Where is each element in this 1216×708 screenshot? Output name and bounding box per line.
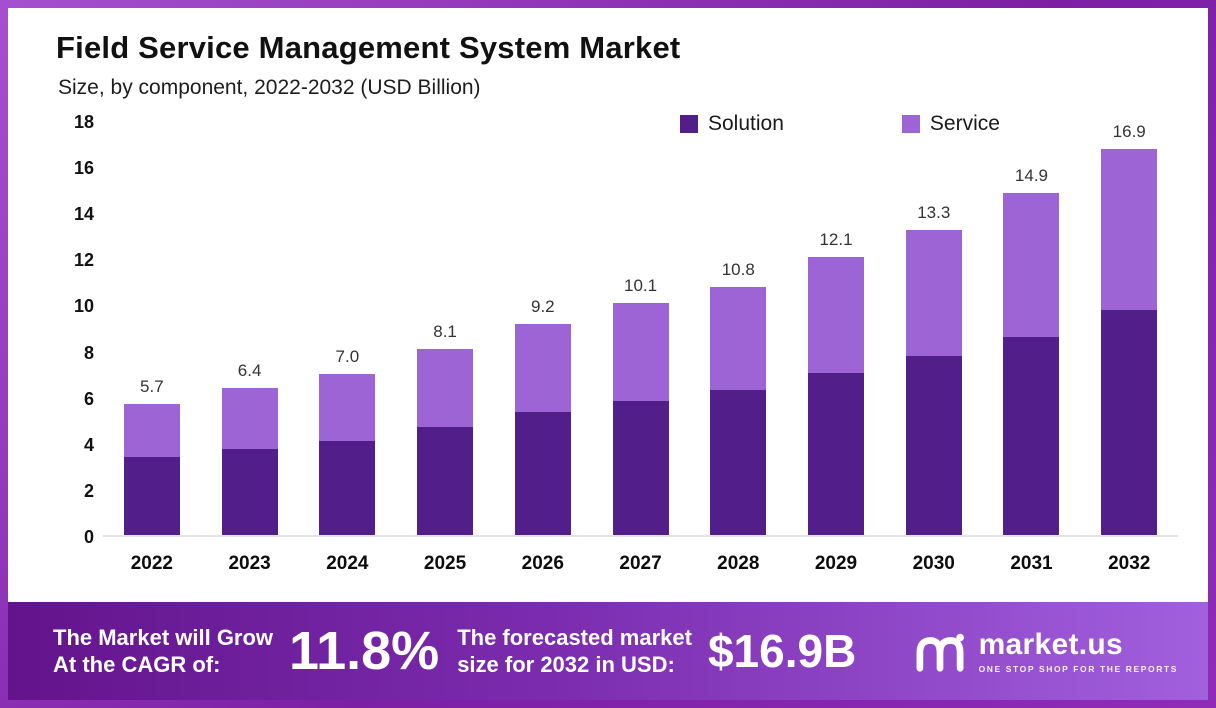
x-axis-label: 2031: [1010, 553, 1053, 574]
x-axis-label: 2032: [1108, 553, 1151, 574]
bar-segment-service: [612, 303, 669, 401]
logo-name: market.us: [978, 628, 1124, 661]
bar-segment-service: [1101, 149, 1158, 311]
bar-segment-solution: [514, 412, 571, 535]
page-subtitle: Size, by component, 2022-2032 (USD Billi…: [58, 76, 481, 99]
bar-total-label: 10.1: [623, 276, 658, 296]
bar-column: 10.8: [689, 122, 787, 535]
x-axis-label: 2022: [130, 553, 173, 574]
marketus-logo: market.us ONE STOP SHOP FOR THE REPORTS: [911, 628, 1178, 674]
bar-total-label: 13.3: [917, 202, 951, 222]
bar-column: 7.0: [298, 122, 396, 535]
bar-segment-service: [123, 404, 180, 457]
plot-area: 5.7 6.4 7.0 8.1 9.2 10.1 10.8 12.1 13.3 14.9 16.9: [103, 122, 1178, 537]
bar-segment-solution: [319, 440, 376, 535]
bar-column: 6.4: [201, 122, 299, 535]
page-title: Field Service Management System Market: [56, 30, 681, 65]
bar-column: 8.1: [396, 122, 494, 535]
x-axis-label: 2027: [619, 553, 662, 574]
legend-item-solution: Solution: [680, 112, 784, 136]
bar-column: 12.1: [787, 122, 885, 535]
legend-label-solution: Solution: [708, 112, 784, 135]
cagr-value: 11.8%: [289, 621, 440, 681]
y-axis-tick: 12: [73, 250, 94, 271]
x-axis-label: 2023: [228, 553, 271, 574]
y-axis-tick: 10: [73, 296, 94, 317]
bar-total-label: 10.8: [721, 260, 755, 280]
legend-swatch-service: [901, 115, 920, 133]
x-axis-label: 2029: [814, 553, 858, 574]
y-axis-tick: 8: [83, 342, 94, 363]
bar-total-label: 14.9: [1014, 166, 1049, 186]
y-axis-tick: 14: [73, 204, 94, 225]
bar-column: 5.7: [103, 122, 201, 535]
bar-segment-solution: [612, 400, 669, 535]
bars-row: 5.7 6.4 7.0 8.1 9.2 10.1 10.8 12.1 13.3 14.9 16.9: [103, 122, 1178, 535]
bar-segment-service: [514, 323, 571, 413]
y-axis-tick: 16: [73, 158, 94, 179]
bar-segment-solution: [417, 427, 474, 535]
bar-total-label: 9.2: [530, 296, 555, 316]
x-axis-label: 2026: [521, 553, 564, 574]
bar-total-label: 7.0: [335, 347, 360, 367]
bar-segment-service: [417, 349, 474, 428]
bar-total-label: 5.7: [140, 377, 164, 397]
bar-column: 10.1: [592, 122, 690, 535]
bar-total-label: 6.4: [237, 361, 262, 381]
bar-segment-service: [808, 257, 864, 374]
bottom-banner: The Market will Grow At the CAGR of: 11.…: [8, 602, 1208, 700]
y-axis-tick: 18: [73, 112, 94, 132]
y-axis-tick: 6: [83, 388, 94, 409]
cagr-label-line1: The Market will Grow: [53, 624, 274, 650]
chart-legend: Solution Service: [680, 112, 1000, 136]
bar-segment-service: [221, 388, 278, 449]
y-axis: 0 2 4 6 8 10 12 14 16 18: [46, 112, 94, 547]
forecast-value: $16.9B: [707, 625, 857, 677]
bar-segment-service: [905, 229, 962, 357]
y-axis-tick: 2: [83, 480, 94, 501]
cagr-label-line2: At the CAGR of:: [53, 652, 221, 677]
y-axis-tick: 0: [83, 527, 94, 547]
bar-segment-solution: [710, 390, 767, 535]
x-axis-label: 2024: [326, 553, 369, 574]
legend-swatch-solution: [680, 115, 698, 133]
y-axis-tick: 4: [83, 434, 94, 455]
forecast-label-line2: size for 2032 in USD:: [457, 652, 675, 677]
bar-segment-solution: [123, 457, 180, 535]
bar-column: 9.2: [494, 122, 592, 535]
x-axis-labels: 2022 2023 2024 2025 2026 2027 2028 2029 2030 2031…: [103, 553, 1178, 575]
cagr-label: The Market will Grow At the CAGR of:: [53, 624, 273, 679]
bar-total-label: 16.9: [1112, 122, 1146, 141]
bar-segment-solution: [221, 448, 278, 535]
bar-segment-solution: [1101, 310, 1158, 535]
x-axis-label: 2030: [912, 553, 955, 574]
x-axis-label: 2028: [717, 553, 760, 574]
chart-card: Field Service Management System Market S…: [8, 8, 1208, 602]
bar-segment-solution: [905, 356, 962, 535]
bar-segment-service: [319, 374, 376, 441]
logo-tagline: ONE STOP SHOP FOR THE REPORTS: [978, 664, 1178, 674]
x-axis-label: 2025: [423, 553, 467, 574]
forecast-label-line1: The forecasted market: [457, 624, 692, 650]
forecast-label: The forecasted market size for 2032 in U…: [457, 624, 692, 679]
bar-column: 16.9: [1080, 122, 1178, 535]
logo-text-column: market.us ONE STOP SHOP FOR THE REPORTS: [979, 628, 1178, 674]
bar-segment-solution: [808, 373, 864, 535]
bar-segment-service: [710, 287, 767, 391]
legend-item-service: Service: [901, 112, 1000, 136]
marketus-logo-icon: [916, 633, 964, 672]
bar-column: 13.3: [885, 122, 983, 535]
legend-label-service: Service: [929, 112, 1000, 135]
bar-segment-service: [1003, 193, 1060, 337]
bar-total-label: 8.1: [433, 322, 457, 342]
bar-total-label: 12.1: [819, 230, 853, 250]
bar-segment-solution: [1003, 336, 1060, 535]
bar-column: 14.9: [983, 122, 1081, 535]
